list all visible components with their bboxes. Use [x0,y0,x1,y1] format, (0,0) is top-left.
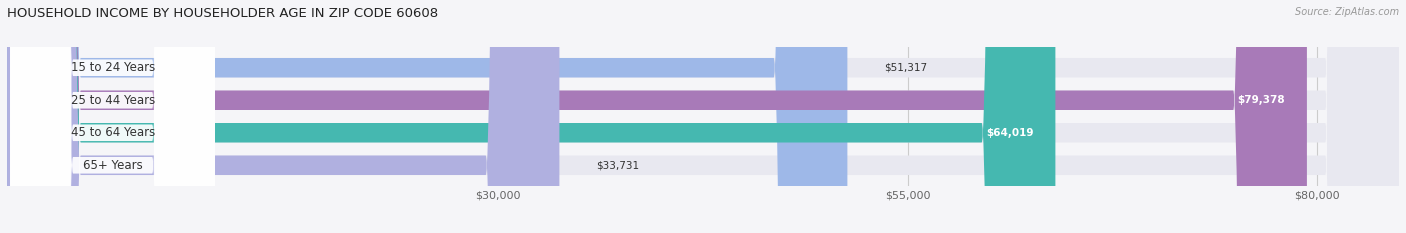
FancyBboxPatch shape [7,0,560,233]
FancyBboxPatch shape [7,0,1399,233]
FancyBboxPatch shape [7,0,848,233]
FancyBboxPatch shape [10,0,215,233]
Text: HOUSEHOLD INCOME BY HOUSEHOLDER AGE IN ZIP CODE 60608: HOUSEHOLD INCOME BY HOUSEHOLDER AGE IN Z… [7,7,439,20]
Text: $33,731: $33,731 [596,160,640,170]
FancyBboxPatch shape [10,0,215,233]
Text: 15 to 24 Years: 15 to 24 Years [70,61,155,74]
Text: $51,317: $51,317 [884,63,928,73]
FancyBboxPatch shape [7,0,1056,233]
Text: $64,019: $64,019 [986,128,1033,138]
FancyBboxPatch shape [7,0,1399,233]
Text: $79,378: $79,378 [1237,95,1285,105]
Text: 45 to 64 Years: 45 to 64 Years [70,126,155,139]
Text: 25 to 44 Years: 25 to 44 Years [70,94,155,107]
FancyBboxPatch shape [10,0,215,233]
FancyBboxPatch shape [10,0,215,233]
Text: 65+ Years: 65+ Years [83,159,142,172]
FancyBboxPatch shape [7,0,1308,233]
FancyBboxPatch shape [7,0,1399,233]
FancyBboxPatch shape [7,0,1399,233]
Text: Source: ZipAtlas.com: Source: ZipAtlas.com [1295,7,1399,17]
